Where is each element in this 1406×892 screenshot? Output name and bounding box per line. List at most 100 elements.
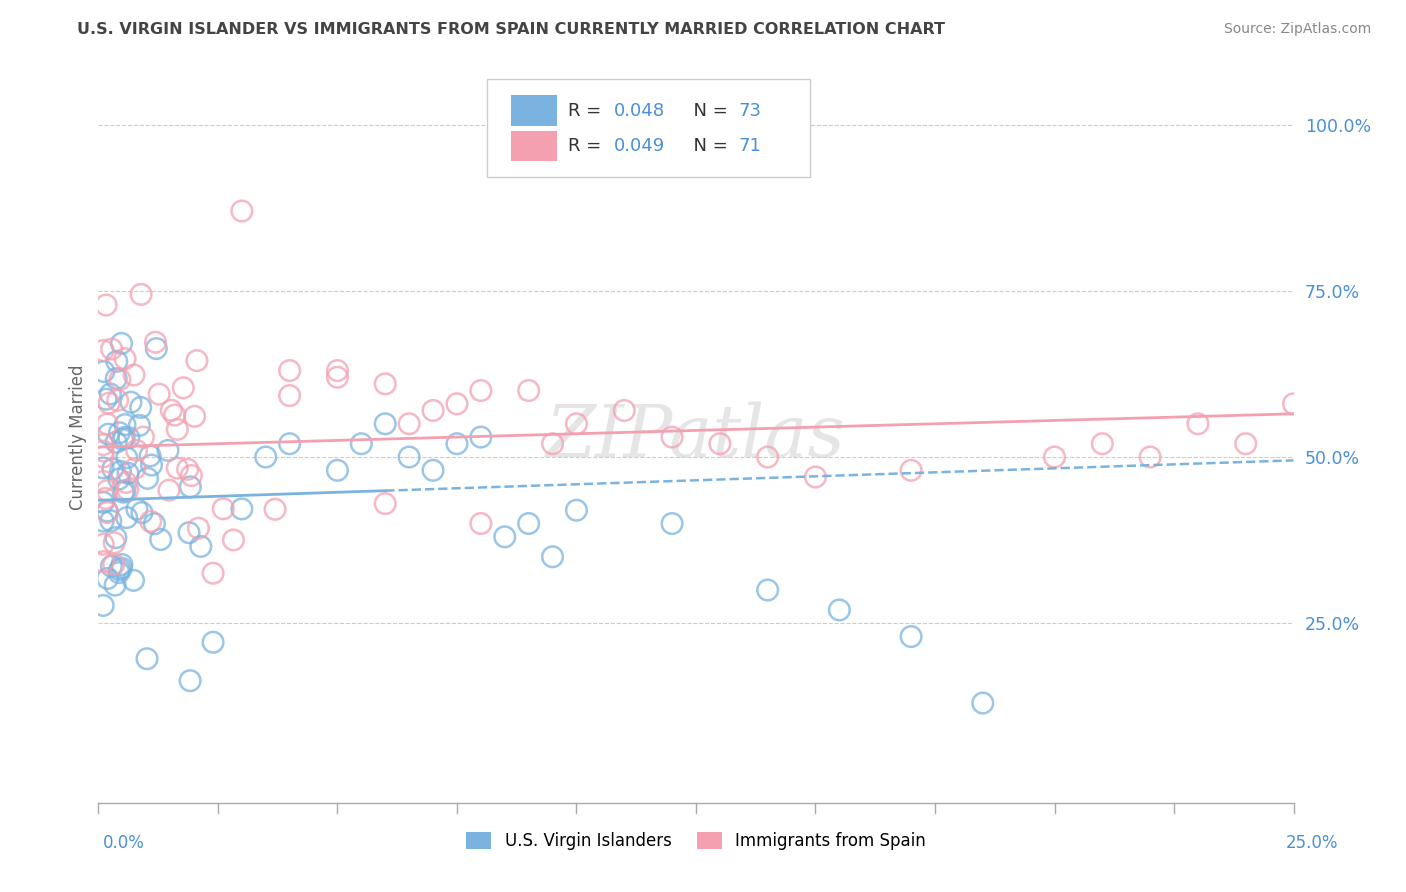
Text: 71: 71 <box>740 137 762 155</box>
Point <box>118 431 141 445</box>
Point <box>179 480 201 494</box>
Point <box>122 574 145 588</box>
Point <box>101 462 124 476</box>
Text: 73: 73 <box>740 102 762 120</box>
Point <box>94 392 117 407</box>
Point <box>1234 436 1257 450</box>
Point <box>114 483 136 498</box>
Point <box>107 393 129 408</box>
Text: R =: R = <box>568 102 607 120</box>
Point <box>112 430 135 444</box>
Point <box>132 430 155 444</box>
Point <box>756 582 779 597</box>
Point <box>326 370 349 384</box>
Point <box>160 403 183 417</box>
Point <box>100 559 122 574</box>
Point <box>110 561 132 575</box>
Point <box>187 521 209 535</box>
Point <box>111 558 134 572</box>
Point <box>613 403 636 417</box>
Point <box>97 572 120 586</box>
Point <box>326 463 349 477</box>
Point <box>114 417 136 432</box>
Point <box>756 450 779 464</box>
Point <box>190 540 212 554</box>
Point <box>1043 450 1066 464</box>
Point <box>422 463 444 477</box>
Point <box>179 673 201 688</box>
Point <box>180 468 202 483</box>
Point <box>374 417 396 431</box>
Point <box>114 351 136 366</box>
Point <box>278 363 301 377</box>
Point <box>128 418 150 433</box>
Point <box>108 563 131 577</box>
Text: 0.0%: 0.0% <box>103 834 145 852</box>
Point <box>157 483 180 498</box>
Y-axis label: Currently Married: Currently Married <box>69 364 87 510</box>
Point <box>177 525 200 540</box>
Point <box>517 384 540 398</box>
Point <box>100 387 122 401</box>
Point <box>100 342 122 356</box>
Point <box>254 450 277 464</box>
Point <box>91 599 114 613</box>
Point <box>374 497 396 511</box>
Point <box>139 515 162 529</box>
Point <box>139 449 162 463</box>
Point <box>143 516 166 531</box>
Point <box>1139 450 1161 464</box>
Point <box>494 530 516 544</box>
Point <box>470 384 492 398</box>
Point <box>108 566 131 580</box>
Text: R =: R = <box>568 137 607 155</box>
Point <box>105 435 128 450</box>
Point <box>149 533 172 547</box>
Point <box>212 501 235 516</box>
Point <box>186 353 208 368</box>
Point <box>145 342 167 356</box>
Point <box>103 536 125 550</box>
Point <box>125 502 148 516</box>
Point <box>231 502 253 516</box>
Point <box>231 204 253 219</box>
Point <box>124 461 146 475</box>
Point <box>110 465 132 479</box>
Point <box>172 381 194 395</box>
Point <box>183 409 205 424</box>
Point <box>278 388 301 402</box>
Point <box>202 566 225 581</box>
Text: N =: N = <box>682 102 733 120</box>
Text: N =: N = <box>682 137 733 155</box>
Point <box>117 483 139 497</box>
Point <box>176 462 198 476</box>
Point <box>104 531 127 545</box>
Point <box>470 516 492 531</box>
Point <box>470 430 492 444</box>
Point <box>117 467 139 481</box>
Point <box>105 371 128 385</box>
Point <box>115 450 138 465</box>
Point <box>136 471 159 485</box>
Point <box>91 495 114 509</box>
Point <box>804 470 827 484</box>
Point <box>900 630 922 644</box>
Point <box>156 443 179 458</box>
Point <box>91 475 114 489</box>
Point <box>202 635 225 649</box>
Point <box>222 533 245 547</box>
Point <box>278 436 301 450</box>
Point <box>1091 436 1114 450</box>
Point <box>129 401 152 415</box>
Point <box>541 436 564 450</box>
Point <box>141 458 163 472</box>
Text: U.S. VIRGIN ISLANDER VS IMMIGRANTS FROM SPAIN CURRENTLY MARRIED CORRELATION CHAR: U.S. VIRGIN ISLANDER VS IMMIGRANTS FROM … <box>77 22 945 37</box>
Point <box>148 387 170 401</box>
Text: Source: ZipAtlas.com: Source: ZipAtlas.com <box>1223 22 1371 37</box>
Point <box>661 516 683 531</box>
Point <box>145 335 167 350</box>
Point <box>166 422 188 436</box>
Point <box>326 363 349 377</box>
Point <box>91 343 114 358</box>
Text: ZIPatlas: ZIPatlas <box>546 401 846 473</box>
